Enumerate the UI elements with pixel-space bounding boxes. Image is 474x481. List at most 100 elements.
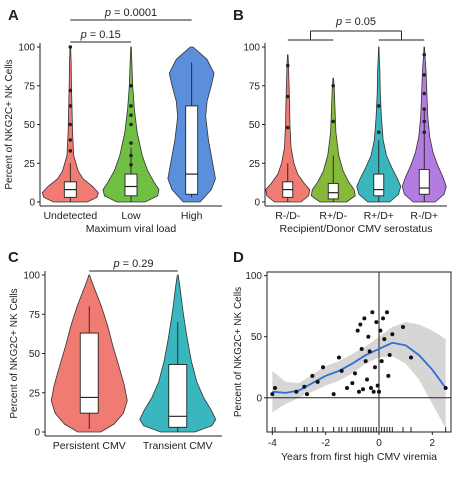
y-tick-label: 0 — [256, 393, 262, 404]
y-tick-label: 100 — [23, 271, 40, 282]
data-point — [379, 359, 384, 364]
x-tick-label-r-d: R-/D+ — [410, 210, 438, 222]
y-tick-label: 50 — [24, 120, 36, 131]
box-persistent-cmv — [79, 332, 99, 414]
data-point — [409, 355, 413, 360]
outlier-point — [68, 88, 73, 93]
y-tick-label: 25 — [29, 388, 41, 399]
outlier-point — [422, 91, 427, 96]
y-axis-title: Percent of NKG2C+ NK Cells — [233, 287, 244, 417]
outlier-point — [129, 153, 133, 158]
outlier-point — [68, 122, 73, 127]
outlier-point — [422, 119, 427, 124]
data-point — [337, 355, 341, 360]
data-point — [369, 386, 373, 391]
data-point — [361, 387, 365, 392]
p-value-label: p = 0.05 — [335, 16, 376, 28]
panel-letter-d: D — [233, 249, 244, 266]
data-point — [371, 389, 376, 394]
data-point — [387, 353, 392, 358]
data-point — [302, 384, 307, 389]
box-r-d — [418, 168, 430, 195]
x-tick-label: -4 — [268, 438, 277, 449]
box-transient-cmv — [168, 364, 188, 428]
outlier-point — [422, 73, 427, 77]
data-point — [345, 386, 349, 391]
x-tick-label: -2 — [321, 438, 330, 449]
data-point — [339, 368, 344, 373]
data-point — [270, 392, 275, 397]
panel-b-chart: 0 25 50 75 100 Recipient/Donor CMV serostatus… — [243, 16, 447, 235]
x-tick-label-high: High — [181, 210, 203, 222]
y-tick-label: 100 — [245, 271, 262, 282]
box-low — [124, 173, 138, 197]
outlier-point — [285, 94, 290, 99]
outlier-point — [129, 122, 133, 127]
y-axis-title: Percent of NKG2C+ NK Cells — [4, 59, 15, 189]
data-point — [359, 346, 364, 351]
data-point — [363, 359, 368, 364]
data-point — [374, 320, 379, 325]
y-tick-label: 75 — [249, 81, 261, 92]
x-tick-label-persistent-cmv: Persistent CMV — [53, 440, 126, 452]
outlier-point — [422, 107, 427, 111]
data-point — [370, 310, 375, 315]
x-tick-label-r-d: R-/D- — [275, 210, 301, 222]
panel-letter-a: A — [8, 7, 19, 24]
p-value-label: p = 0.15 — [80, 29, 121, 41]
data-point — [366, 334, 371, 339]
x-axis-title: Maximum viral load — [86, 223, 177, 235]
outlier-point — [285, 63, 290, 68]
y-tick-label: 75 — [29, 310, 41, 321]
data-point — [382, 337, 387, 342]
data-point — [362, 316, 367, 321]
confidence-band — [272, 322, 446, 429]
plot-frame — [266, 271, 452, 433]
data-point — [273, 386, 277, 391]
x-tick-label-undetected: Undetected — [43, 210, 97, 222]
x-tick-label-r-d: R+/D- — [319, 210, 347, 222]
data-point — [321, 365, 325, 370]
data-point — [386, 373, 391, 378]
outlier-point — [285, 125, 290, 130]
outlier-point — [68, 138, 73, 142]
x-tick-label: 2 — [430, 438, 436, 449]
outlier-point — [68, 45, 73, 49]
data-point — [358, 322, 363, 327]
outlier-point — [331, 83, 336, 88]
x-tick-label-transient-cmv: Transient CMV — [143, 440, 213, 452]
violin-r-d — [310, 77, 356, 203]
y-tick-label: 0 — [254, 198, 260, 209]
outlier-point — [129, 141, 133, 145]
y-tick-label: 100 — [243, 43, 260, 54]
data-point — [315, 379, 320, 384]
outlier-point — [376, 130, 381, 135]
outlier-point — [422, 52, 427, 57]
data-point — [385, 310, 389, 315]
panel-letter-b: B — [233, 7, 244, 24]
box-r-d — [327, 182, 339, 200]
outlier-point — [331, 119, 336, 124]
x-tick-label-r-d: R+/D+ — [364, 210, 394, 222]
y-tick-label: 0 — [34, 428, 40, 439]
outlier-point — [129, 83, 133, 88]
data-point — [378, 328, 383, 333]
y-tick-label: 100 — [18, 43, 35, 54]
data-point — [390, 332, 395, 337]
data-point — [310, 373, 315, 378]
data-point — [350, 381, 355, 386]
p-value-label: p = 0.0001 — [104, 7, 157, 19]
violin-r-d — [356, 46, 402, 203]
outlier-point — [68, 149, 73, 153]
x-tick-label-low: Low — [121, 210, 141, 222]
y-axis-title: Percent of NKG2C+ NK Cells — [9, 288, 20, 418]
box-high — [185, 105, 199, 195]
data-point — [305, 392, 309, 397]
y-tick-label: 50 — [29, 349, 41, 360]
y-tick-label: 50 — [251, 332, 263, 343]
y-tick-label: 25 — [24, 159, 36, 170]
y-tick-label: 75 — [24, 81, 36, 92]
outlier-point — [422, 130, 427, 135]
panel-letter-c: C — [8, 249, 19, 266]
